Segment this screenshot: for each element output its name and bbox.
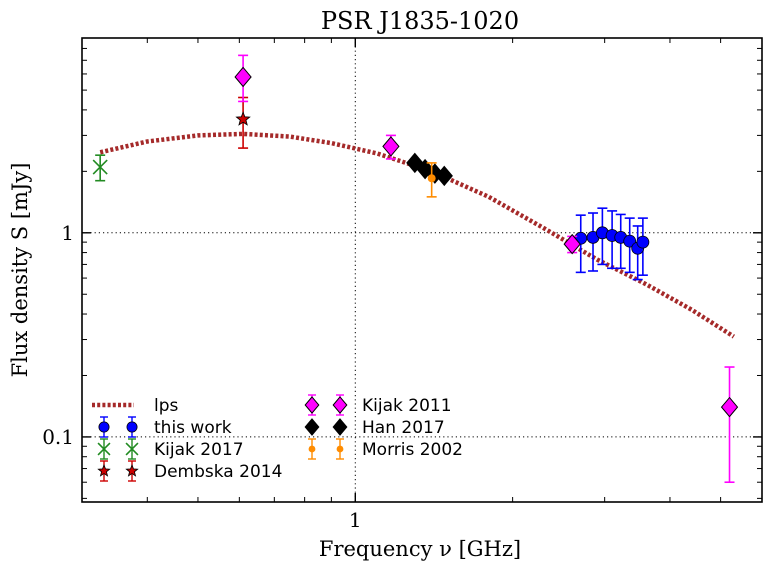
legend-marker [97, 442, 111, 456]
data-point [563, 233, 581, 255]
legend-label: Kijak 2011 [362, 396, 452, 416]
y-axis-label: Flux density S [mJy] [8, 163, 32, 378]
legend-item: Morris 2002 [308, 438, 463, 460]
legend-label: Kijak 2017 [154, 440, 244, 460]
legend-marker [332, 418, 348, 436]
data-series-layer [92, 54, 739, 484]
plot-area: 10.11 [42, 37, 763, 532]
data-point [234, 66, 252, 88]
fit-curve-lps [99, 131, 736, 339]
data-point [623, 234, 637, 248]
legend-label: Dembska 2014 [154, 462, 282, 482]
legend-label: lps [154, 396, 179, 416]
series-4 [406, 152, 453, 187]
legend-item: Kijak 2017 [97, 438, 244, 460]
series-3 [234, 54, 739, 484]
data-point [720, 396, 739, 418]
legend-item: Kijak 2011 [304, 394, 452, 416]
y-tick-label: 0.1 [42, 425, 74, 449]
legend-marker [336, 445, 344, 453]
legend-label: Han 2017 [362, 418, 445, 438]
legend-item: this work [98, 416, 232, 438]
legend-item: lps [92, 396, 179, 416]
series-0 [574, 207, 650, 281]
legend-item: Dembska 2014 [97, 460, 282, 482]
chart-title: PSR J1835-1020 [321, 7, 519, 35]
legend-marker [304, 396, 320, 414]
legend-marker [125, 463, 139, 477]
legend-item: Han 2017 [304, 418, 445, 438]
data-point [427, 174, 436, 183]
legend-marker [125, 442, 139, 456]
legend-marker [98, 421, 110, 433]
legend-marker [126, 421, 138, 433]
series-5 [426, 162, 437, 198]
legend-marker [332, 396, 348, 414]
legend-label: this work [154, 418, 232, 438]
data-point [92, 159, 108, 175]
legend-marker [304, 418, 320, 436]
legend-marker [308, 445, 316, 453]
legend-marker [97, 463, 111, 477]
data-point [382, 136, 400, 157]
series-1 [92, 154, 108, 182]
x-axis-label: Frequency ν [GHz] [319, 537, 521, 561]
legend-label: Morris 2002 [362, 440, 463, 460]
axes-frame [81, 37, 763, 503]
data-point [235, 111, 251, 126]
data-point [636, 235, 650, 249]
data-point [435, 165, 453, 187]
series-2 [235, 96, 251, 149]
y-tick-label: 1 [61, 221, 74, 245]
x-tick-label: 1 [349, 508, 362, 532]
axis-ticks [81, 37, 763, 502]
